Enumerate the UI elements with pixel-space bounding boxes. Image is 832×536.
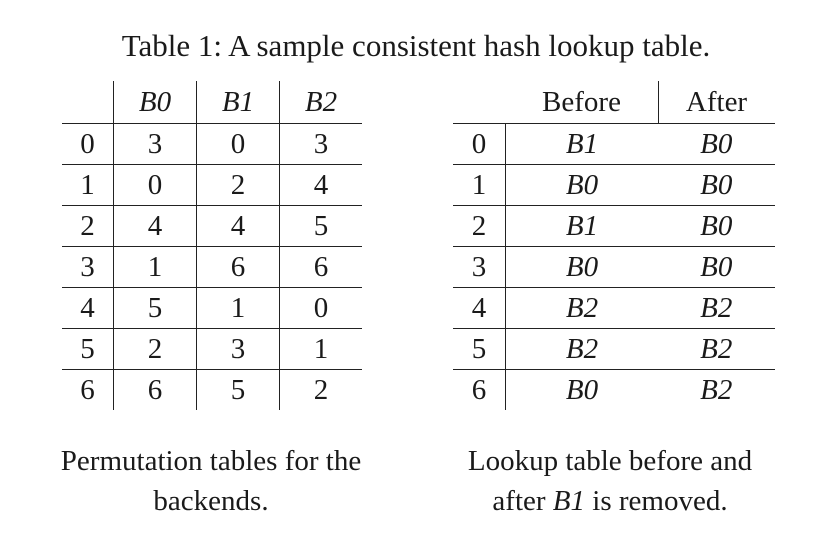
table-row: 1 0 2 4 xyxy=(62,164,362,206)
caption-line: Permutation tables for the xyxy=(60,445,362,477)
table-cell: 5 xyxy=(279,205,362,247)
table-cell: B0 xyxy=(505,164,658,206)
row-index: 0 xyxy=(471,128,487,160)
table-cell: B0 xyxy=(700,128,733,160)
table-row: 6 B0 B2 xyxy=(453,369,775,410)
row-index: 2 xyxy=(471,210,487,242)
table-cell: 6 xyxy=(113,369,197,410)
table-cell: 5 xyxy=(113,287,197,329)
row-index: 5 xyxy=(80,333,95,365)
lookup-table-caption: Lookup table before and after B1 is remo… xyxy=(424,441,796,521)
row-index: 4 xyxy=(80,292,95,324)
table-row: 5 2 3 1 xyxy=(62,328,362,370)
row-index: 4 xyxy=(471,292,487,324)
table-cell: 4 xyxy=(279,164,362,206)
table-cell: 0 xyxy=(196,123,280,165)
table-row: 3 B0 B0 xyxy=(453,246,775,288)
row-index: 3 xyxy=(471,251,487,283)
table-cell: 3 xyxy=(196,328,280,370)
row-index: 2 xyxy=(80,210,95,242)
row-index: 3 xyxy=(80,251,95,283)
column-header xyxy=(62,81,114,124)
row-index: 5 xyxy=(471,333,487,365)
permutation-table: B0 B1 B2 0 3 0 3 1 0 2 4 2 4 4 5 3 1 6 6 xyxy=(62,81,362,410)
table-cell: B2 xyxy=(505,287,658,329)
table-header-row: Before After xyxy=(453,81,775,124)
lookup-table: Before After 0 B1 B0 1 B0 B0 2 B1 B0 3 B… xyxy=(453,81,775,410)
column-header: B0 xyxy=(113,81,197,124)
row-index: 1 xyxy=(471,169,487,201)
table-cell: 1 xyxy=(279,328,362,370)
table-cell: B0 xyxy=(505,369,658,410)
table-row: 3 1 6 6 xyxy=(62,246,362,288)
table-cell: B2 xyxy=(700,292,733,324)
table-cell: 3 xyxy=(113,123,197,165)
caption-text: is removed. xyxy=(585,485,728,517)
table-row: 2 4 4 5 xyxy=(62,205,362,247)
table-row: 4 B2 B2 xyxy=(453,287,775,329)
table-cell: 1 xyxy=(113,246,197,288)
caption-text: after xyxy=(492,485,553,517)
table-row: 2 B1 B0 xyxy=(453,205,775,247)
table-cell: 6 xyxy=(196,246,280,288)
permutation-table-caption: Permutation tables for the backends. xyxy=(20,441,402,521)
table-cell: B0 xyxy=(700,169,733,201)
column-header: After xyxy=(657,81,775,124)
caption-backend-name: B1 xyxy=(552,485,586,517)
table-cell: B0 xyxy=(700,251,733,283)
table-cell: B0 xyxy=(700,210,733,242)
table-cell: B2 xyxy=(700,333,733,365)
table-row: 0 B1 B0 xyxy=(453,123,775,165)
row-index: 6 xyxy=(471,374,487,406)
table-cell: B2 xyxy=(700,374,733,406)
table-cell: 0 xyxy=(279,287,362,329)
table-row: 1 B0 B0 xyxy=(453,164,775,206)
table-cell: 2 xyxy=(196,164,280,206)
table-cell: 4 xyxy=(113,205,197,247)
table-cell: B0 xyxy=(505,246,658,288)
column-header xyxy=(453,81,506,124)
table-cell: B1 xyxy=(505,205,658,247)
caption-line: backends. xyxy=(153,485,269,517)
column-header: B1 xyxy=(196,81,280,124)
caption-line: Lookup table before and xyxy=(467,445,753,477)
table-cell: B2 xyxy=(505,328,658,370)
row-index: 1 xyxy=(80,169,95,201)
caption-line: after B1 is removed. xyxy=(424,481,796,521)
table-cell: 4 xyxy=(196,205,280,247)
table-caption: Table 1: A sample consistent hash lookup… xyxy=(121,28,711,63)
table-cell: B1 xyxy=(505,123,658,165)
table-row: 5 B2 B2 xyxy=(453,328,775,370)
table-cell: 5 xyxy=(196,369,280,410)
table-row: 6 6 5 2 xyxy=(62,369,362,410)
column-header: B2 xyxy=(279,81,362,124)
row-index: 0 xyxy=(80,128,95,160)
table-cell: 3 xyxy=(279,123,362,165)
row-index: 6 xyxy=(80,374,95,406)
table-cell: 2 xyxy=(279,369,362,410)
table-cell: 0 xyxy=(113,164,197,206)
column-header: Before xyxy=(542,86,621,118)
table-cell: 6 xyxy=(279,246,362,288)
table-header-row: B0 B1 B2 xyxy=(62,81,362,124)
table-cell: 1 xyxy=(196,287,280,329)
table-row: 0 3 0 3 xyxy=(62,123,362,165)
table-cell: 2 xyxy=(113,328,197,370)
table-row: 4 5 1 0 xyxy=(62,287,362,329)
